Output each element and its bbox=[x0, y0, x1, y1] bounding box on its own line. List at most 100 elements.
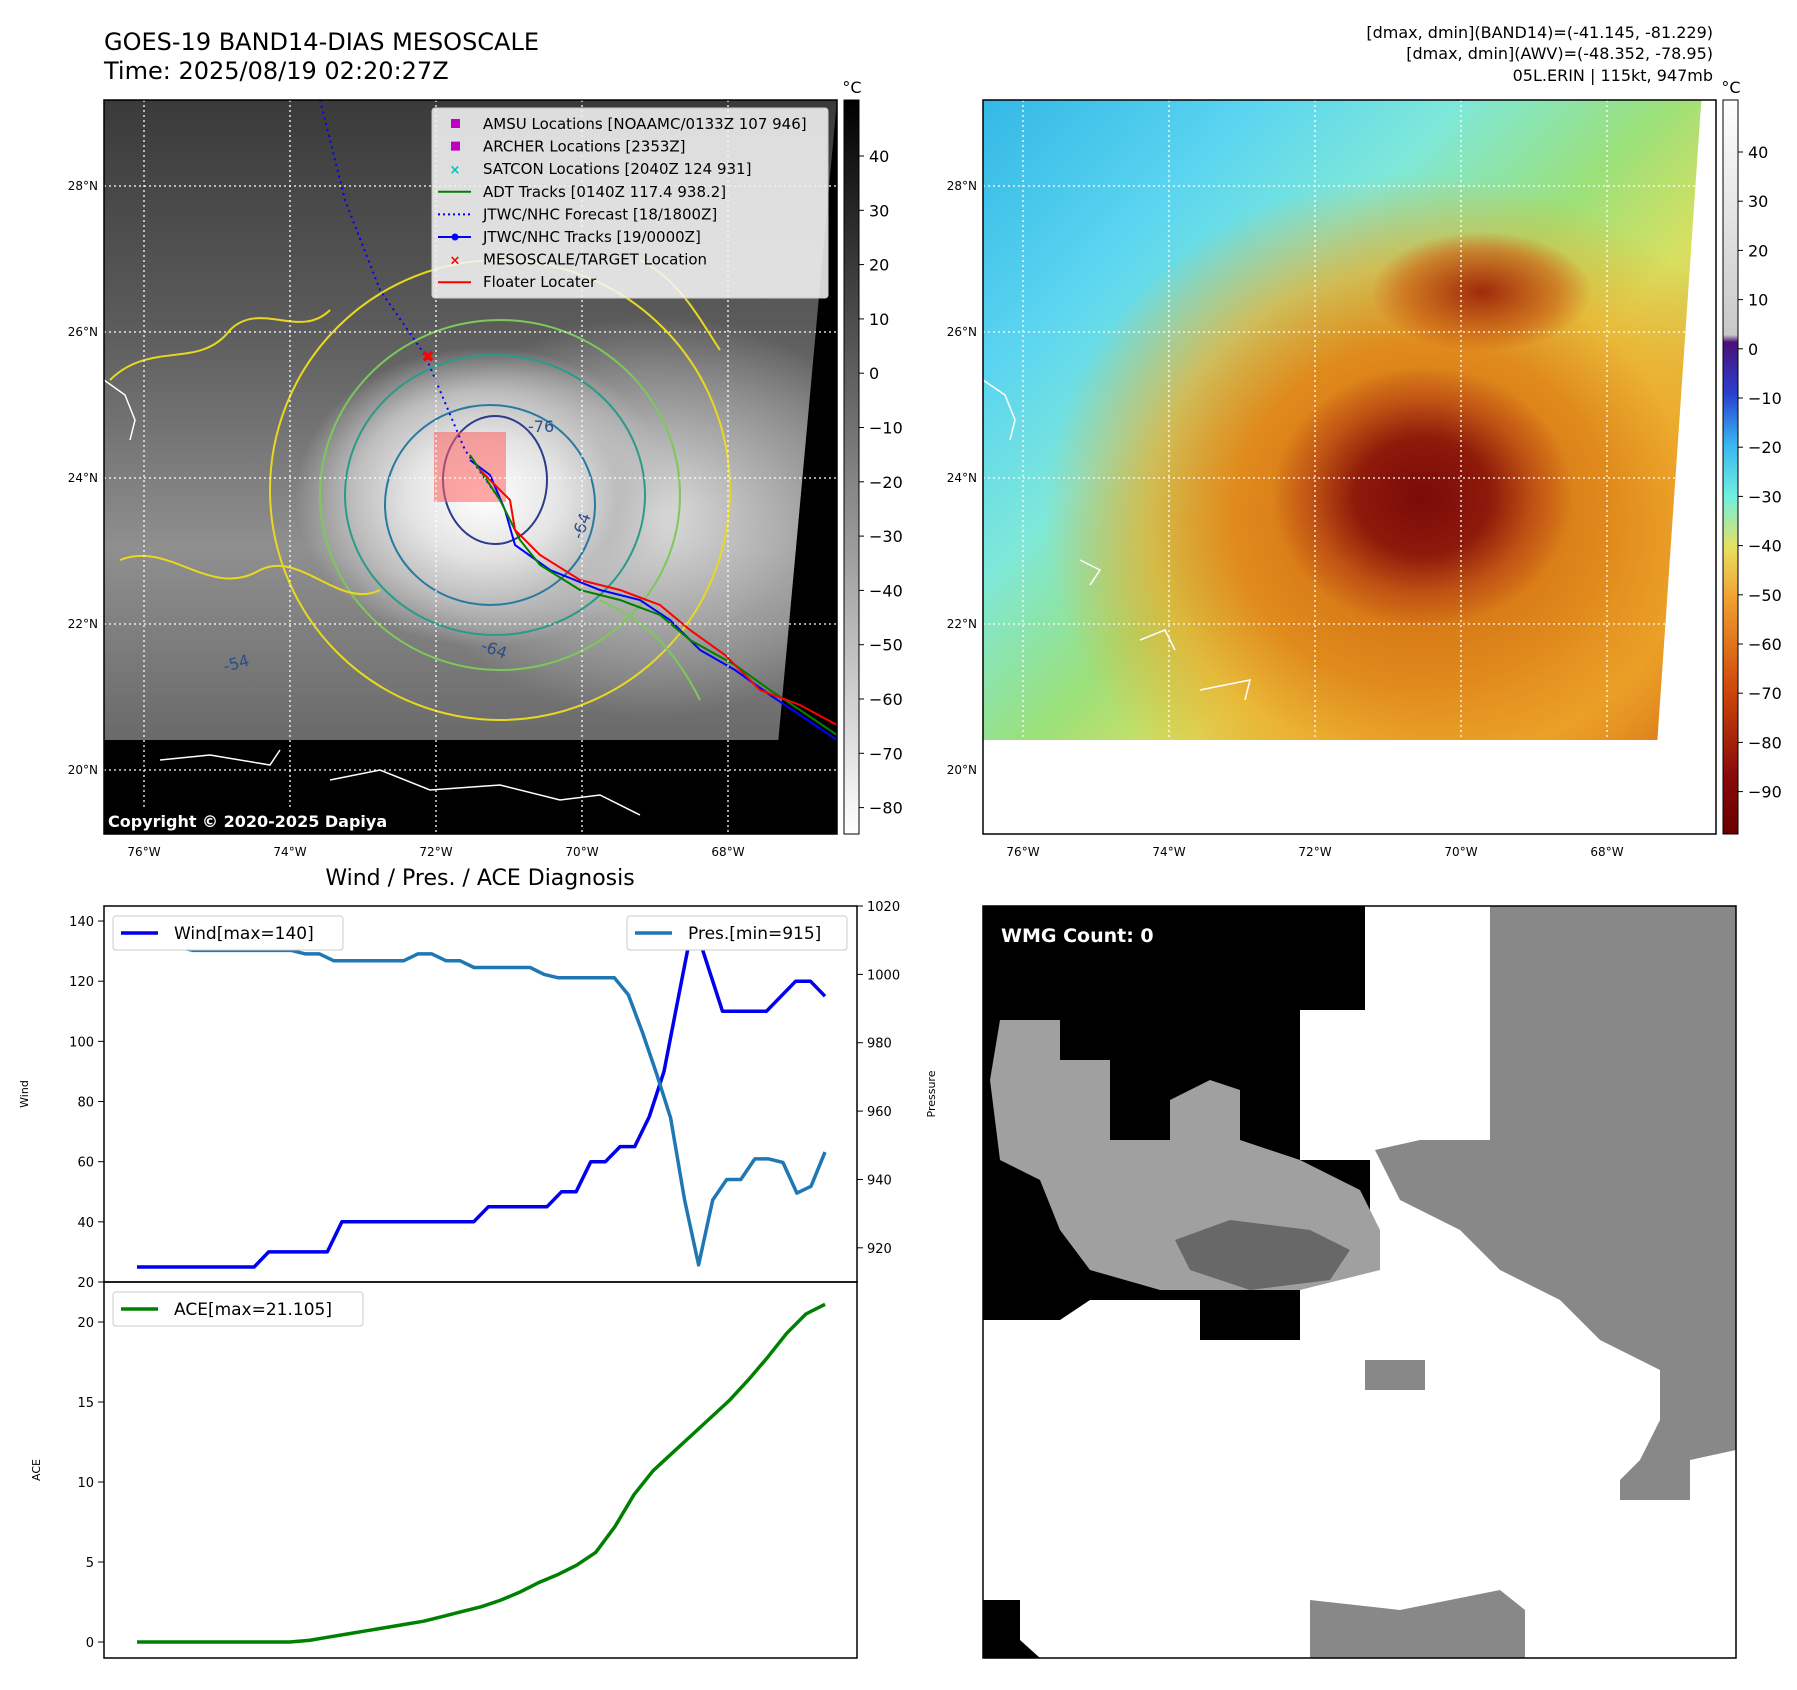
legend-marker-square bbox=[451, 119, 460, 128]
wmg-frame bbox=[982, 905, 1737, 1659]
lat-label: 28°N bbox=[947, 179, 977, 193]
lat-label: 28°N bbox=[68, 179, 98, 193]
lat-label: 26°N bbox=[68, 325, 98, 339]
pressure-ytick-label: 1020 bbox=[867, 900, 900, 915]
colorbar-tick-label: −60 bbox=[1748, 635, 1782, 654]
lon-label: 68°W bbox=[1590, 845, 1623, 859]
colorbar-tick-label: −10 bbox=[869, 419, 903, 438]
legend-label: JTWC/NHC Tracks [19/0000Z] bbox=[482, 228, 701, 246]
legend-label: MESOSCALE/TARGET Location bbox=[483, 251, 707, 269]
ir-map-panel: ✖ -76-64-64-54 28°N 26°N 24°N 22°N 20°N 76°W 7… bbox=[68, 99, 838, 859]
wind-ytick-label: 100 bbox=[69, 1035, 94, 1050]
contour-fragment bbox=[119, 554, 381, 596]
colorbar-tick-label: 0 bbox=[869, 364, 879, 383]
ace-ytick-label: 5 bbox=[86, 1556, 94, 1571]
floater-locater-track bbox=[479, 469, 838, 726]
ace-axis-label: ACE bbox=[30, 1459, 43, 1481]
colorbar-tick-label: −30 bbox=[1748, 487, 1782, 506]
legend-box bbox=[431, 107, 829, 299]
wind-ytick-label: 120 bbox=[69, 975, 94, 990]
ace-ytick-label: 0 bbox=[86, 1636, 94, 1651]
legend-marker-dot bbox=[451, 233, 459, 241]
lon-label: 74°W bbox=[273, 845, 306, 859]
copyright: Copyright © 2020-2025 Dapiya bbox=[108, 812, 387, 831]
ir-contours bbox=[109, 259, 731, 721]
legend-marker-square bbox=[451, 141, 460, 151]
adt-track bbox=[469, 454, 838, 736]
legend-marker-x-icon: × bbox=[450, 254, 461, 269]
ace-legend-label: ACE[max=21.105] bbox=[174, 1300, 332, 1320]
pressure-legend-box bbox=[626, 915, 848, 951]
colorbar-tick-label: 20 bbox=[869, 256, 889, 275]
target-marker-icon: ✖ bbox=[421, 347, 434, 366]
legend-label: ARCHER Locations [2353Z] bbox=[483, 138, 686, 156]
main-title-line1: GOES-19 BAND14-DIAS MESOSCALE bbox=[104, 28, 539, 56]
lon-label: 74°W bbox=[1152, 845, 1185, 859]
pressure-ytick-label: 980 bbox=[867, 1037, 892, 1052]
lat-label: 20°N bbox=[947, 763, 977, 777]
pressure-legend-label: Pres.[min=915] bbox=[688, 924, 821, 944]
lat-label: 26°N bbox=[947, 325, 977, 339]
contour-ring bbox=[344, 354, 646, 636]
colorbar-tick-label: −40 bbox=[869, 581, 903, 600]
awv-colorbar-unit: °C bbox=[1721, 78, 1740, 97]
ir-legend: AMSU Locations [NOAAMC/0133Z 107 946] ARC… bbox=[431, 107, 829, 299]
wmg-region-gray-bottom bbox=[1310, 1590, 1525, 1658]
colorbar-tick-label: −40 bbox=[1748, 537, 1782, 556]
ir-map-frame bbox=[103, 99, 838, 835]
wmg-panel: WMG Count: 0 bbox=[982, 905, 1737, 1659]
wind-pressure-chart: Wind Pressure 20 40 60 80 100 120 140 920 940 96… bbox=[18, 900, 938, 1291]
colorbar-tick-label: −80 bbox=[1748, 733, 1782, 752]
ir-colorbar: °C 40 30 20 10 0 −10 −20 −30 −40 −50 −60 −70 −80 bbox=[842, 78, 903, 835]
wmg-count-bg bbox=[995, 918, 1175, 952]
ace-ytick-label: 15 bbox=[77, 1396, 94, 1411]
contour-fragment bbox=[109, 309, 331, 381]
pressure-ytick-label: 1000 bbox=[867, 968, 900, 983]
lat-label: 22°N bbox=[68, 617, 98, 631]
pressure-ytick-label: 940 bbox=[867, 1173, 892, 1188]
colorbar-tick-label: 10 bbox=[869, 310, 889, 329]
lon-label: 72°W bbox=[419, 845, 452, 859]
contour-labels: -76-64-64-54 bbox=[221, 417, 595, 676]
legend-label: ADT Tracks [0140Z 117.4 938.2] bbox=[483, 183, 726, 201]
colorbar-tick-label: −70 bbox=[869, 744, 903, 763]
lon-label: 72°W bbox=[1298, 845, 1331, 859]
colorbar-tick-label: −50 bbox=[869, 636, 903, 655]
wind-legend-label: Wind[max=140] bbox=[174, 924, 314, 944]
copyright-bg bbox=[104, 808, 414, 834]
colorbar-tick-label: −60 bbox=[869, 690, 903, 709]
colorbar-tick-label: −70 bbox=[1748, 684, 1782, 703]
ir-colorbar-bar bbox=[843, 99, 860, 835]
lon-label: 70°W bbox=[1444, 845, 1477, 859]
colorbar-tick-label: −10 bbox=[1748, 389, 1782, 408]
awv-grid: 28°N 26°N 24°N 22°N 20°N 76°W 74°W 72°W 70°W 68°W bbox=[947, 100, 1716, 859]
wind-axis-label: Wind bbox=[18, 1080, 31, 1108]
colorbar-tick-label: 20 bbox=[1748, 241, 1768, 260]
colorbar-tick-label: 30 bbox=[1748, 192, 1768, 211]
legend-label: JTWC/NHC Forecast [18/1800Z] bbox=[482, 205, 717, 223]
wmg-region-lightgray bbox=[990, 1020, 1380, 1290]
awv-map-frame bbox=[982, 99, 1717, 835]
wind-legend-box bbox=[112, 915, 344, 951]
wmg-count-label: WMG Count: 0 bbox=[1001, 925, 1154, 947]
wind-series-line bbox=[137, 919, 827, 1269]
colorbar-tick-label: 30 bbox=[869, 201, 889, 220]
lon-label: 76°W bbox=[127, 845, 160, 859]
lon-label: 76°W bbox=[1006, 845, 1039, 859]
info-line1: [dmax, dmin](BAND14)=(-41.145, -81.229) bbox=[1366, 23, 1713, 42]
wmg-region-black-bottom bbox=[983, 1600, 1040, 1658]
awv-coastline bbox=[982, 379, 1252, 701]
legend-label: Floater Locater bbox=[483, 273, 597, 291]
awv-colorbar-bar bbox=[1722, 99, 1739, 835]
ace-ytick-label: 20 bbox=[77, 1316, 94, 1331]
main-title-line2: Time: 2025/08/19 02:20:27Z bbox=[103, 57, 449, 85]
wind-ytick-label: 60 bbox=[77, 1156, 94, 1171]
colorbar-tick-label: 0 bbox=[1748, 340, 1758, 359]
wind-ytick-label: 40 bbox=[77, 1216, 94, 1231]
wind-ytick-label: 80 bbox=[77, 1096, 94, 1111]
wind-ytick-label: 140 bbox=[69, 915, 94, 930]
lat-label: 20°N bbox=[68, 763, 98, 777]
pressure-axis-label: Pressure bbox=[925, 1070, 938, 1117]
colorbar-tick-label: 40 bbox=[869, 147, 889, 166]
